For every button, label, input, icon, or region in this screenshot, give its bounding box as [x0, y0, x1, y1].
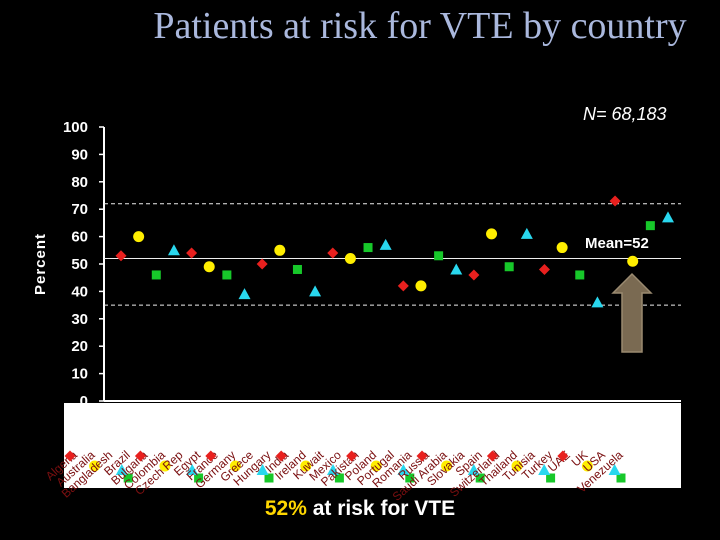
data-point-diamond: [416, 450, 428, 462]
data-point-diamond: [205, 450, 217, 462]
data-point-diamond: [609, 195, 621, 207]
category-legend-box: [64, 403, 681, 488]
data-point-square: [363, 243, 373, 253]
data-point-square: [334, 473, 344, 483]
data-point-circle: [300, 460, 312, 472]
data-point-circle: [274, 244, 286, 256]
data-point-circle: [486, 228, 498, 240]
y-tick-label: 40: [71, 283, 88, 300]
data-point-triangle: [450, 263, 463, 275]
y-tick-label: 70: [71, 201, 88, 218]
data-point-diamond: [557, 450, 569, 462]
summary-text: at risk for VTE: [306, 497, 456, 520]
sample-size-label: N= 68,183: [583, 104, 667, 124]
data-point-circle: [581, 460, 593, 472]
data-point-square: [616, 473, 626, 483]
data-point-triangle: [167, 244, 180, 256]
data-point-triangle: [591, 296, 604, 308]
data-point-diamond: [115, 250, 127, 262]
y-axis-label: Percent: [32, 233, 49, 295]
data-point-square: [194, 473, 204, 483]
data-point-square: [645, 221, 655, 231]
data-point-diamond: [327, 247, 339, 259]
summary-caption: 52% at risk for VTE: [0, 497, 720, 521]
mean-arrow: [611, 272, 653, 353]
data-point-triangle: [238, 288, 251, 300]
data-point-circle: [627, 255, 639, 267]
data-point-square: [575, 270, 585, 280]
data-point-diamond: [346, 450, 358, 462]
data-point-square: [292, 264, 302, 274]
data-point-circle: [370, 460, 382, 472]
data-point-circle: [344, 253, 356, 265]
summary-percent: 52%: [264, 497, 307, 520]
y-tick-label: 0: [80, 393, 88, 410]
y-tick-label: 80: [71, 174, 88, 191]
data-point-diamond: [397, 280, 409, 292]
y-tick-label: 20: [71, 338, 88, 355]
data-point-diamond: [64, 450, 76, 462]
data-point-circle: [511, 460, 523, 472]
y-tick-label: 100: [63, 119, 88, 136]
y-tick-label: 90: [71, 146, 88, 163]
data-point-diamond: [134, 450, 146, 462]
data-point-triangle: [662, 211, 674, 223]
data-point-circle: [203, 261, 215, 273]
mean-label: Mean=52: [585, 235, 649, 252]
data-point-triangle: [309, 285, 322, 297]
data-point-square: [405, 473, 415, 483]
data-point-triangle: [256, 464, 269, 475]
data-point-circle: [415, 280, 427, 292]
data-point-diamond: [275, 450, 287, 462]
data-point-triangle: [186, 464, 199, 475]
data-point-diamond: [468, 269, 480, 281]
data-point-triangle: [538, 464, 551, 475]
data-point-triangle: [467, 464, 480, 475]
data-point-square: [222, 270, 232, 280]
data-point-circle: [133, 231, 145, 243]
data-point-diamond: [256, 258, 268, 270]
data-point-triangle: [397, 464, 410, 475]
data-point-triangle: [327, 464, 339, 475]
data-point-circle: [556, 242, 568, 254]
data-point-triangle: [115, 464, 128, 475]
y-tick-label: 30: [71, 311, 88, 328]
data-point-triangle: [608, 464, 621, 475]
data-point-circle: [89, 460, 101, 472]
y-tick-label: 10: [71, 366, 88, 383]
data-point-square: [475, 473, 485, 483]
y-tick-label: 60: [71, 229, 88, 246]
data-point-triangle: [520, 227, 533, 239]
data-point-diamond: [538, 263, 550, 275]
data-point-circle: [159, 460, 171, 472]
data-point-square: [123, 473, 133, 483]
data-point-circle: [229, 460, 241, 472]
data-point-circle: [441, 460, 453, 472]
data-point-diamond: [486, 450, 498, 462]
y-tick-label: 50: [71, 256, 88, 273]
data-point-square: [434, 251, 444, 261]
data-point-triangle: [379, 238, 392, 250]
data-point-square: [546, 473, 556, 483]
data-point-square: [504, 262, 514, 272]
data-point-diamond: [186, 247, 198, 259]
chart-title: Patients at risk for VTE by country: [153, 5, 687, 47]
data-point-square: [264, 473, 274, 483]
data-point-square: [151, 270, 161, 280]
